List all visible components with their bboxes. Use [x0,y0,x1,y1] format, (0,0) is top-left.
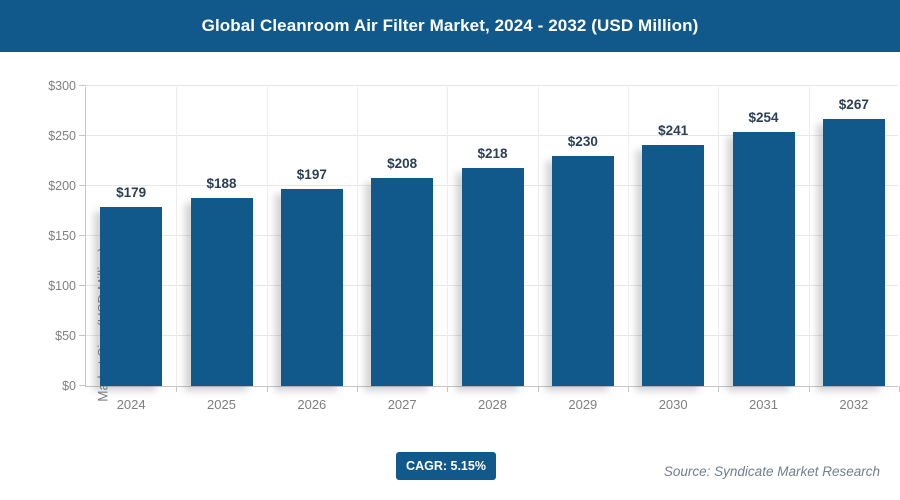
source-note: Source: Syndicate Market Research [663,464,880,479]
bar [822,119,885,386]
y-axis-tick [79,385,86,386]
bar-value-label: $179 [116,185,147,200]
bar-value-label: $241 [658,123,689,138]
y-axis-tick [79,335,86,336]
x-tick-label: 2028 [478,397,507,412]
plot-area: Market Size (USD Million) $0$50$100$150$… [48,79,900,412]
bar [461,168,524,386]
v-gridline [537,87,539,386]
x-tick-label: 2024 [116,397,146,412]
v-gridline [176,87,178,386]
v-gridline [266,87,268,386]
x-tick-label: 2025 [207,397,236,412]
bar [551,156,614,386]
chart-title-bar: Global Cleanroom Air Filter Market, 2024… [0,0,900,52]
cagr-badge: CAGR: 5.15% [396,452,496,480]
bar-value-label: $267 [838,97,869,112]
bar-value-label: $254 [748,110,779,125]
bar-value-label: $197 [296,167,327,182]
y-tick-label: $200 [48,179,76,193]
bar [732,132,795,386]
y-tick-label: $250 [48,129,76,143]
v-gridline [808,87,810,386]
x-axis-tick [176,386,178,392]
bar [190,198,253,386]
v-gridline [718,87,720,386]
x-axis-tick [628,386,629,392]
x-axis-tick [808,386,810,392]
y-axis-tick [79,185,86,186]
bar [100,207,163,386]
x-tick-label: 2032 [839,397,869,412]
x-tick-label: 2031 [749,397,778,412]
bar-value-label: $218 [477,146,508,161]
y-axis-tick [79,235,86,236]
y-axis-tick [79,285,86,286]
bar [642,145,705,386]
bar [371,178,434,386]
y-axis-tick [79,85,86,86]
x-axis-tick [266,386,268,392]
v-gridline [628,87,629,386]
h-gridline [86,135,898,136]
y-tick-label: $300 [48,79,76,93]
x-tick-label: 2029 [568,397,598,412]
x-axis-tick [357,386,358,392]
bar-value-label: $208 [387,156,418,171]
y-tick-label: $0 [62,379,76,393]
bar-value-label: $230 [567,134,598,149]
x-axis-tick [447,386,449,392]
y-tick-label: $100 [48,279,76,293]
chart-title: Global Cleanroom Air Filter Market, 2024… [201,16,699,35]
y-tick-label: $50 [55,329,76,343]
y-axis-tick [79,135,86,136]
v-gridline [357,87,358,386]
x-axis-tick [718,386,720,392]
x-axis-tick [537,386,539,392]
cagr-label: CAGR: 5.15% [406,459,486,473]
x-tick-label: 2030 [658,397,688,412]
v-gridline [447,87,449,386]
bar [280,189,343,386]
x-tick-label: 2026 [297,397,327,412]
y-tick-label: $150 [48,229,76,243]
h-gridline [86,85,898,86]
bar-value-label: $188 [206,176,237,191]
x-tick-label: 2027 [387,397,417,412]
